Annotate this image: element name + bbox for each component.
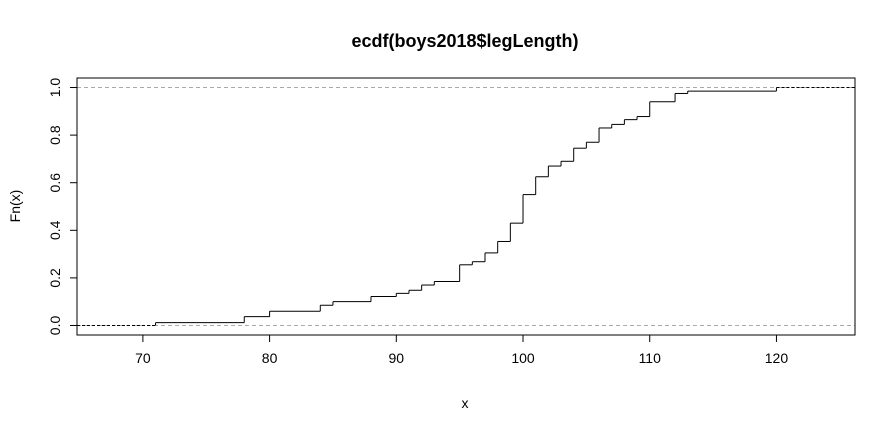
chart-title: ecdf(boys2018$legLength) [351,31,578,51]
y-tick-label: 0.2 [47,268,63,288]
x-tick-label: 90 [389,350,405,366]
x-tick-label: 120 [765,350,789,366]
x-tick-label: 110 [639,350,662,366]
y-tick-label: 1.0 [47,78,63,98]
x-axis: 70 80 90 100 110 120 [135,334,789,366]
y-axis-label: Fn(x) [7,190,23,223]
y-tick-label: 0.0 [47,316,63,336]
x-tick-label: 100 [511,350,535,366]
ecdf-series [77,87,855,326]
y-tick-label: 0.6 [47,173,63,193]
reference-lines [77,87,855,326]
x-tick-label: 80 [262,350,278,366]
x-axis-label: x [462,395,469,411]
y-tick-label: 0.4 [47,220,63,240]
x-tick-label: 70 [135,350,151,366]
y-axis: 0.0 0.2 0.4 0.6 0.8 1.0 [47,78,78,336]
plot-frame [76,77,856,336]
y-tick-label: 0.8 [47,125,63,145]
